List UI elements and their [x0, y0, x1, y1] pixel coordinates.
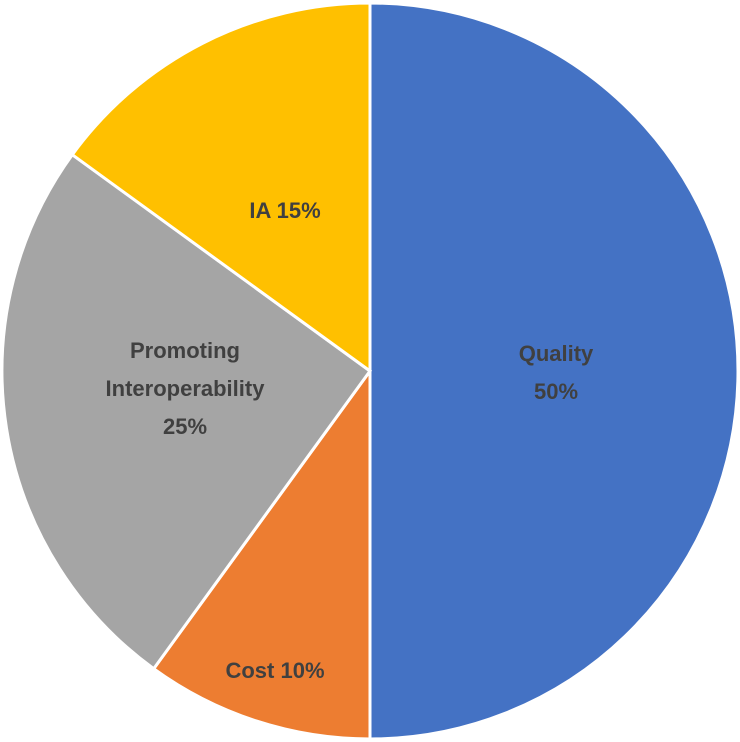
data-label-line: Promoting	[130, 338, 240, 363]
data-label-ia: IA 15%	[249, 198, 320, 223]
pie-slice-cost	[151, 366, 372, 741]
data-label-line: Interoperability	[106, 376, 266, 401]
data-label-promoting-interoperability: Promoting Interoperability 25%	[106, 338, 266, 439]
pie-slice-ia	[70, 1, 372, 374]
data-label-quality: Quality 50%	[519, 341, 594, 404]
data-label-line: 50%	[534, 379, 578, 404]
pie-slice-quality	[368, 1, 740, 741]
pie-data-labels: Quality 50% Cost 10% Promoting Interoperabil…	[106, 198, 595, 683]
data-label-line: Cost 10%	[225, 658, 324, 683]
data-label-cost: Cost 10%	[225, 658, 324, 683]
data-label-line: 25%	[163, 414, 207, 439]
pie-slice-promoting-interoperability	[0, 152, 373, 671]
data-label-line: Quality	[519, 341, 594, 366]
data-label-line: IA 15%	[249, 198, 320, 223]
